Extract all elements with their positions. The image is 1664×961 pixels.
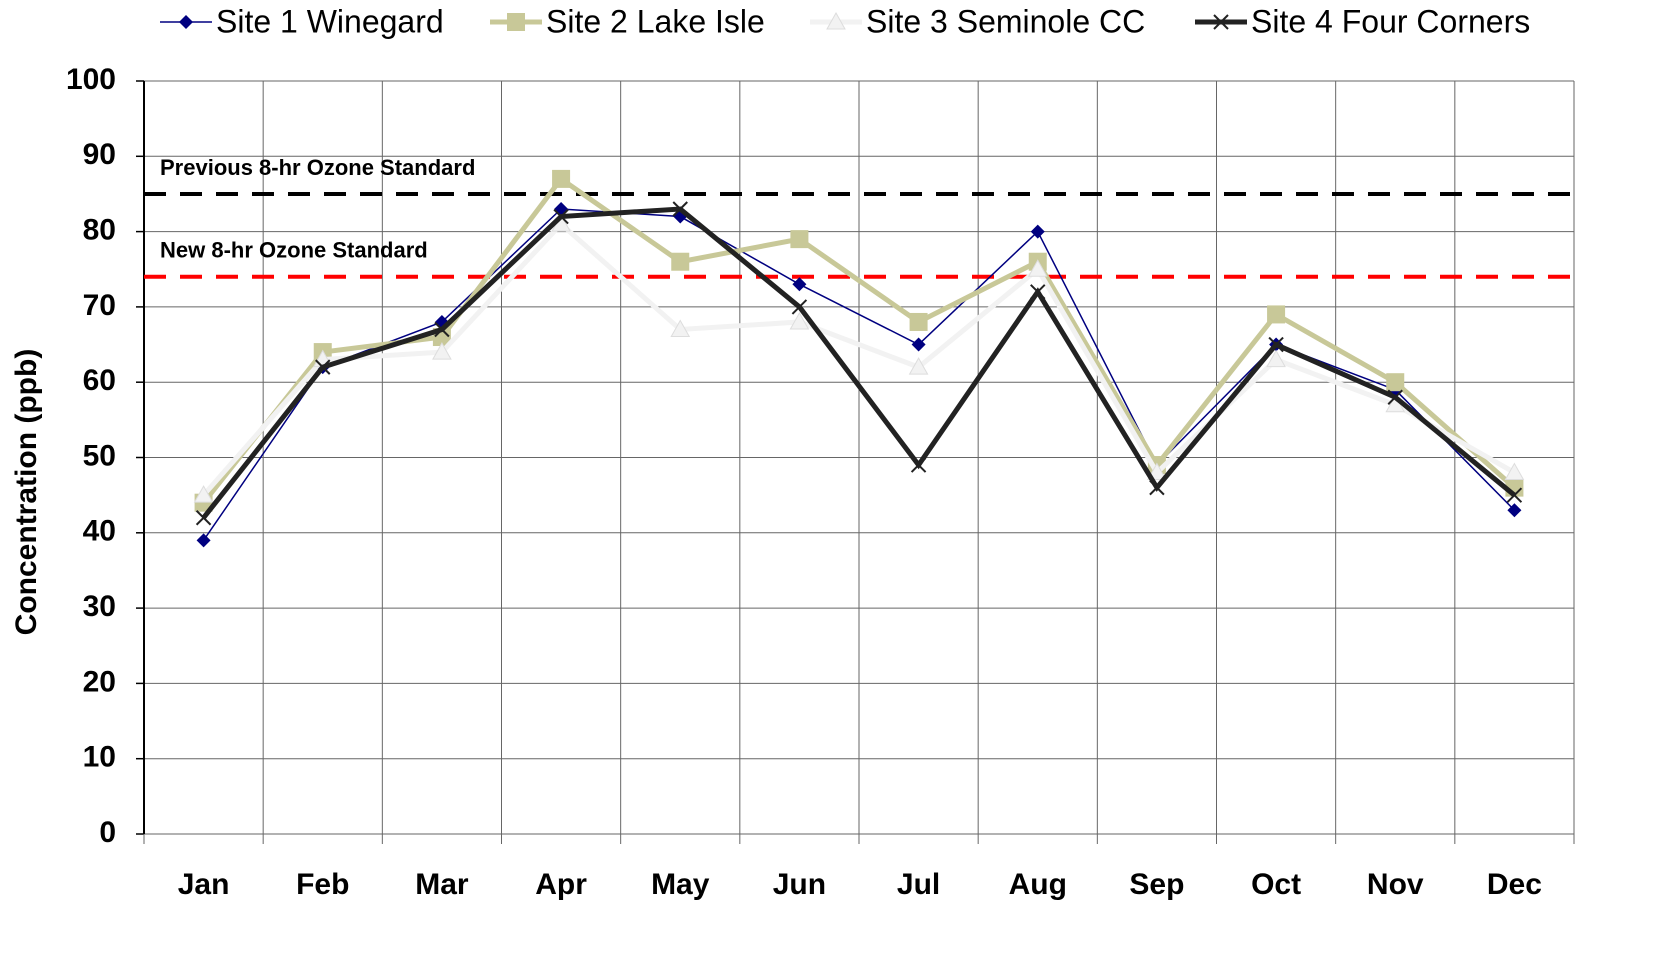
legend-label: Site 3 Seminole CC (866, 3, 1145, 39)
marker (179, 15, 193, 29)
marker (791, 299, 808, 315)
x-tick-label: Aug (1009, 868, 1067, 901)
y-tick-label: 20 (83, 665, 116, 698)
x-tick-label: Dec (1487, 868, 1542, 901)
x-tick-label: Mar (415, 868, 469, 901)
marker (434, 321, 450, 338)
x-tick-label: Nov (1367, 868, 1424, 901)
marker (553, 208, 569, 225)
marker (1030, 224, 1045, 239)
marker (1149, 479, 1165, 496)
marker (671, 252, 690, 271)
marker (910, 457, 927, 473)
marker (672, 201, 688, 217)
legend-label: Site 1 Winegard (216, 3, 444, 39)
series-line (201, 206, 1517, 520)
y-tick-label: 10 (83, 741, 116, 774)
x-tick-label: May (651, 868, 710, 901)
marker (1386, 373, 1405, 392)
marker (908, 357, 929, 375)
x-tick-label: Oct (1251, 868, 1301, 901)
x-tick-label: Jun (773, 868, 826, 901)
marker (1267, 305, 1286, 324)
y-tick-label: 70 (83, 289, 116, 322)
marker (1027, 259, 1048, 277)
marker (195, 510, 212, 526)
marker (1268, 336, 1284, 353)
marker (909, 312, 928, 331)
marker (1507, 503, 1522, 518)
reference-label: New 8-hr Ozone Standard (160, 238, 428, 263)
y-tick-label: 90 (83, 138, 116, 171)
y-tick-label: 100 (66, 63, 116, 96)
series (195, 201, 1523, 526)
y-tick-label: 30 (83, 590, 116, 623)
marker (670, 319, 691, 337)
series-line (201, 175, 1517, 505)
y-tick-label: 40 (83, 515, 116, 548)
x-tick-label: Jul (897, 868, 940, 901)
x-tick-label: Feb (296, 868, 349, 901)
marker (193, 485, 214, 503)
legend-label: Site 4 Four Corners (1251, 3, 1530, 39)
marker (1213, 14, 1229, 30)
y-tick-label: 60 (83, 364, 116, 397)
marker (432, 342, 452, 360)
series-line (201, 220, 1516, 497)
marker (792, 277, 807, 292)
marker (1030, 284, 1046, 300)
marker (1506, 487, 1523, 503)
y-tick-label: 80 (83, 214, 116, 247)
x-tick-label: Sep (1129, 868, 1184, 901)
legend-label: Site 2 Lake Isle (546, 3, 765, 39)
marker (911, 337, 926, 352)
marker (196, 533, 211, 548)
x-tick-label: Jan (178, 868, 230, 901)
marker (1387, 389, 1403, 405)
marker (507, 13, 525, 31)
marker (315, 359, 331, 375)
reference-label: Previous 8-hr Ozone Standard (160, 155, 475, 180)
marker (1266, 349, 1286, 368)
y-tick-label: 50 (83, 439, 116, 472)
y-tick-label: 0 (99, 816, 116, 849)
x-tick-label: Apr (535, 868, 587, 901)
marker (826, 11, 846, 30)
y-axis-label: Concentration (ppb) (10, 349, 43, 636)
marker (552, 169, 571, 188)
marker (789, 311, 810, 330)
marker (1504, 462, 1525, 481)
marker (790, 230, 809, 249)
